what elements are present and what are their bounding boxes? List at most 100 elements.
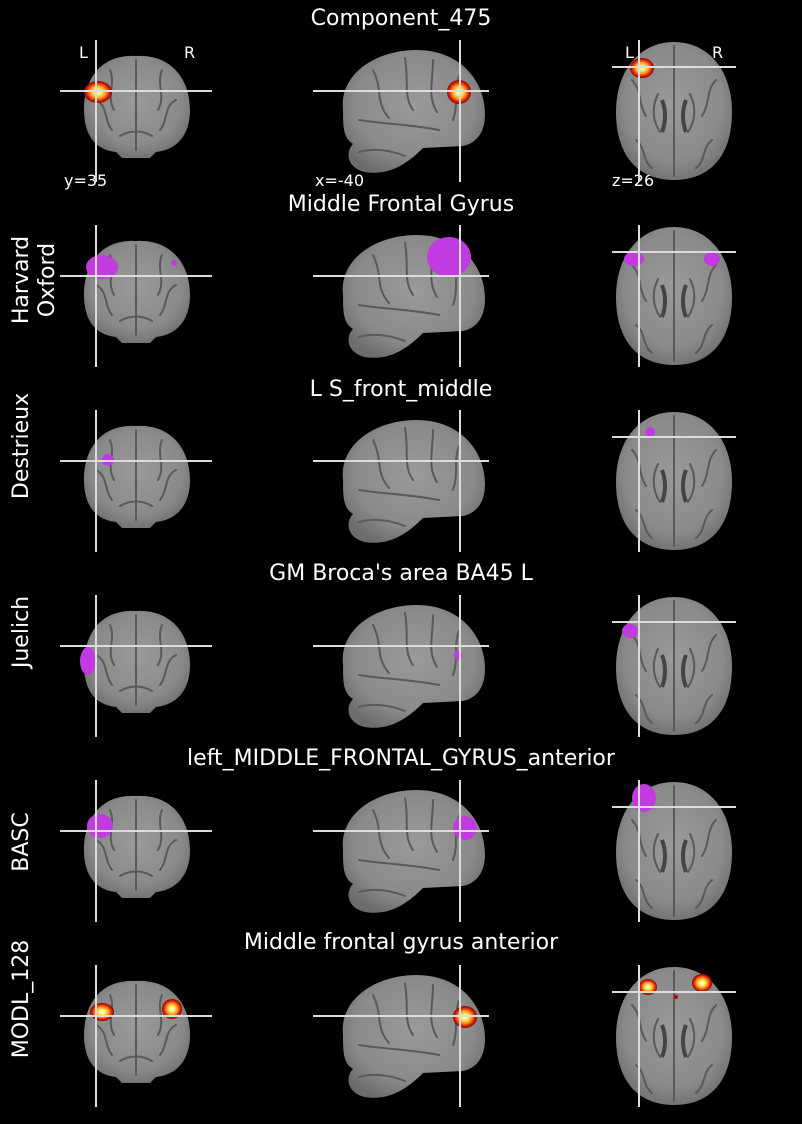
component-activation-blob <box>90 1003 114 1021</box>
atlas-label-modl-128: MODL_128 <box>9 939 34 1059</box>
axial-slice-panel <box>612 595 736 737</box>
sulcus-line <box>119 1055 153 1062</box>
component-activation-blob <box>162 999 182 1019</box>
ventricles <box>660 99 688 133</box>
sulcus-line <box>159 839 177 871</box>
sulcus-line <box>687 648 696 688</box>
sulcus-line <box>95 654 113 686</box>
sulcus-line <box>687 463 696 503</box>
axial-slice-panel <box>612 965 736 1107</box>
region-title-destrieux: L S_front_middle <box>309 377 493 402</box>
sulcus-line <box>95 469 113 501</box>
sulcus-line <box>372 439 390 489</box>
atlas-label-destrieux: Destrieux <box>9 392 34 500</box>
sulcus-line <box>95 1024 113 1056</box>
ventricles <box>660 284 688 318</box>
sulcus-line <box>358 674 440 686</box>
sagittal-brain-slice <box>342 790 485 913</box>
sulcus-line <box>404 797 414 851</box>
sulcus-line <box>687 833 696 873</box>
sagittal-coordinate: x=-40 <box>315 171 365 190</box>
sulcus-line <box>159 284 177 316</box>
sulcus-line <box>119 130 153 137</box>
sulcus-line <box>430 614 438 668</box>
coronal-slice-panel <box>60 965 212 1107</box>
atlas-label-basc: BASC <box>9 812 34 872</box>
atlas-region-overlay <box>453 816 477 840</box>
atlas-region-overlay <box>704 252 720 266</box>
atlas-region-overlay <box>86 255 118 279</box>
region-title-harvard-oxford: Middle Frontal Gyrus <box>287 192 515 217</box>
sulcus-line <box>358 703 406 712</box>
sulcus-line <box>404 612 414 666</box>
atlas-region-overlay <box>427 237 471 277</box>
sagittal-slice-panel <box>313 40 489 182</box>
sulcus-line <box>372 69 390 119</box>
atlas-region-overlay <box>622 624 638 638</box>
coronal-slice-panel <box>60 225 212 367</box>
sulcus-line <box>159 99 177 131</box>
coronal-slice-panel <box>60 780 212 922</box>
sulcus-line <box>695 139 713 169</box>
sulcus-line <box>652 833 661 873</box>
sulcus-line <box>695 879 713 909</box>
sulcus-line <box>358 859 440 871</box>
sulcus-line <box>701 264 717 302</box>
sulcus-line <box>695 324 713 354</box>
sulcus-line <box>372 994 390 1044</box>
ventricles <box>660 654 688 688</box>
sagittal-slice-panel <box>313 595 489 737</box>
sulcus-line <box>701 819 717 857</box>
sulcus-line <box>701 79 717 117</box>
sulcus-line <box>159 469 177 501</box>
sulcus-line <box>404 982 414 1036</box>
axial-slice-panel <box>612 225 736 367</box>
region-title-basc: left_MIDDLE_FRONTAL_GYRUS_anterior <box>187 746 615 771</box>
coronal-slice-panel <box>60 40 212 182</box>
sagittal-slice-panel <box>313 225 489 367</box>
ventricles <box>660 839 688 873</box>
sulcus-line <box>701 1004 717 1042</box>
axial-slice-panel <box>612 780 736 922</box>
component-activation-blob <box>674 995 678 999</box>
sulcus-line <box>695 694 713 724</box>
axial-slice-panel <box>612 40 736 182</box>
sulcus-line <box>358 518 406 527</box>
sulcus-line <box>119 315 153 322</box>
sulcus-line <box>430 59 438 113</box>
atlas-label-juelich: Juelich <box>9 595 34 669</box>
left-marker-axial: L <box>625 43 634 62</box>
sulcus-line <box>404 57 414 111</box>
sulcus-line <box>430 984 438 1038</box>
right-marker-axial: R <box>712 43 724 62</box>
coronal-slice-panel <box>60 595 212 737</box>
component-activation-blob <box>692 974 712 992</box>
sulcus-line <box>95 284 113 316</box>
sulcus-line <box>119 500 153 507</box>
sulcus-line <box>430 429 438 483</box>
axial-slice-panel <box>612 410 736 552</box>
sulcus-line <box>358 1073 406 1082</box>
sagittal-brain-slice <box>342 50 485 173</box>
sulcus-line <box>687 93 696 133</box>
sulcus-line <box>358 119 440 131</box>
sagittal-slice-panel <box>313 410 489 552</box>
sulcus-line <box>687 1018 696 1058</box>
sulcus-line <box>430 799 438 853</box>
ventricles <box>660 1024 688 1058</box>
sulcus-line <box>695 509 713 539</box>
sulcus-line <box>358 489 440 501</box>
sulcus-line <box>358 888 406 897</box>
sulcus-line <box>372 254 390 304</box>
sulcus-line <box>652 278 661 318</box>
sagittal-brain-slice <box>342 975 485 1098</box>
sulcus-line <box>701 449 717 487</box>
sulcus-line <box>95 839 113 871</box>
component-title: Component_475 <box>310 6 492 31</box>
sulcus-line <box>372 624 390 674</box>
sulcus-line <box>687 278 696 318</box>
atlas-region-overlay <box>645 427 655 437</box>
sulcus-line <box>452 445 460 491</box>
sulcus-line <box>159 1024 177 1056</box>
sulcus-line <box>119 685 153 692</box>
